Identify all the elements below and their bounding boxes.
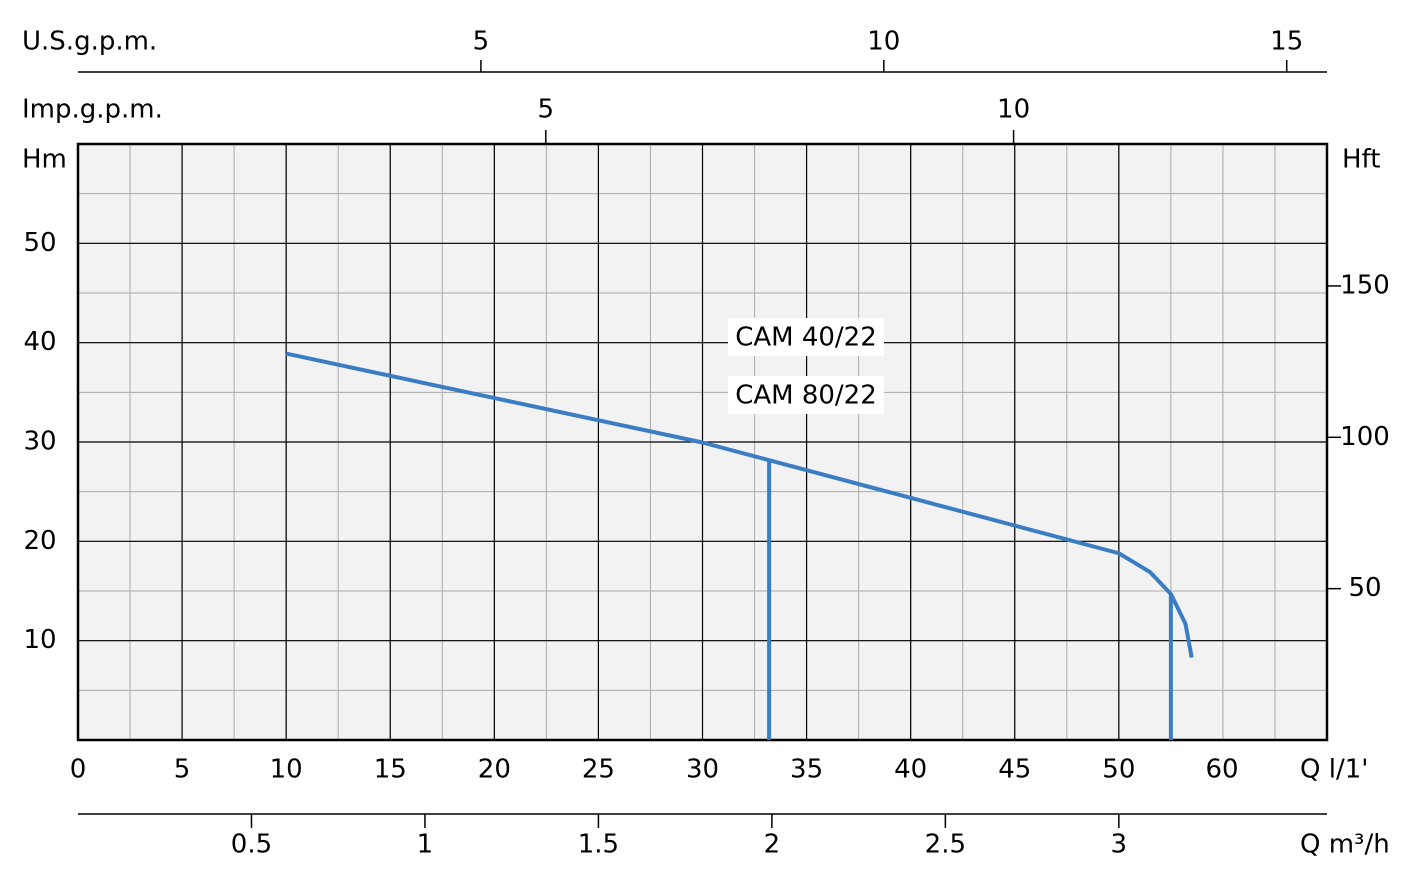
y2-tick-label: 50 (1348, 573, 1381, 603)
tick-label: 10 (997, 95, 1030, 125)
x-axis-title: Q l/1' (1300, 755, 1368, 785)
x-tick-label: 0 (70, 755, 87, 785)
axis-title: Imp.g.p.m. (22, 95, 163, 125)
tick-label: 0.5 (231, 830, 272, 860)
tick-label: 1.5 (578, 830, 619, 860)
tick-label: 2 (764, 830, 781, 860)
x-tick-label: 20 (478, 755, 511, 785)
tick-label: 5 (473, 27, 490, 57)
x-tick-label: 45 (998, 755, 1031, 785)
axis-title: U.S.g.p.m. (22, 27, 157, 57)
y-tick-label: 10 (23, 625, 56, 655)
annotation: CAM 40/22 (735, 323, 877, 353)
x-tick-label: 15 (374, 755, 407, 785)
x-tick-label: 60 (1205, 755, 1238, 785)
tick-label: 10 (867, 27, 900, 57)
y-axis-title: Hm (22, 145, 67, 175)
y2-tick-label: 100 (1340, 422, 1390, 452)
x-tick-label: 35 (790, 755, 823, 785)
annotation-bg (728, 318, 884, 356)
y-tick-label: 20 (23, 526, 56, 556)
curve (285, 351, 1194, 658)
x-tick-label: 30 (686, 755, 719, 785)
y-tick-label: 30 (23, 427, 56, 457)
plot-border (76, 142, 1329, 742)
tick-label: 2.5 (925, 830, 966, 860)
tick-label: 1 (417, 830, 434, 860)
annotation: CAM 80/22 (735, 381, 877, 411)
y2-tick-label: 150 (1340, 270, 1390, 300)
annotations: CAM 40/22 CAM 80/22 (728, 318, 884, 414)
y2-axis-title: Hft (1342, 145, 1380, 175)
annotation-bg (728, 376, 884, 414)
tick-label: 3 (1111, 830, 1128, 860)
tick-label: 15 (1270, 27, 1303, 57)
x-tick-label: 40 (894, 755, 927, 785)
x-tick-label: 5 (174, 755, 191, 785)
x-tick-label: 50 (1102, 755, 1135, 785)
x-tick-label: 25 (582, 755, 615, 785)
tick-label: 5 (538, 95, 555, 125)
axis-title: Q m³/h (1300, 830, 1390, 860)
x-tick-label: 10 (270, 755, 303, 785)
y-tick-label: 50 (23, 228, 56, 258)
y-tick-label: 40 (23, 327, 56, 357)
